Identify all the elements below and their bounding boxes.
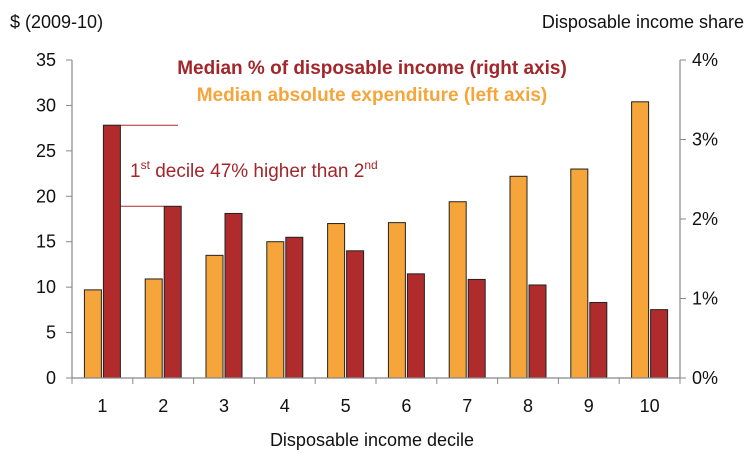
left-tick-label: 15	[36, 232, 56, 252]
left-tick-label: 35	[36, 50, 56, 70]
bar-percent-9	[589, 301, 608, 379]
bar-expenditure-4	[266, 241, 285, 379]
bar-expenditure-9	[570, 168, 589, 379]
right-axis-ticks: 0% 1% 2% 3% 4%	[680, 50, 718, 388]
legend-entry-percent: Median % of disposable income (right axi…	[177, 58, 567, 79]
bars	[83, 101, 669, 379]
bar-percent-6	[406, 273, 425, 379]
bar-percent-7	[467, 278, 486, 379]
right-axis-title: Disposable income share	[542, 12, 744, 32]
x-tick-label: 9	[584, 396, 594, 416]
legend-entry-expenditure: Median absolute expenditure (left axis)	[197, 85, 548, 106]
left-tick-label: 25	[36, 141, 56, 161]
right-tick-label: 3%	[692, 130, 718, 150]
bar-percent-3	[224, 212, 243, 379]
bar-percent-5	[346, 250, 365, 379]
bar-percent-2	[163, 205, 182, 379]
left-tick-label: 10	[36, 277, 56, 297]
x-tick-label: 7	[462, 396, 472, 416]
x-axis-ticks: 1 2 3 4 5 6 7 8 9 10	[71, 378, 681, 416]
bar-expenditure-5	[327, 223, 346, 379]
x-axis-title: Disposable income decile	[270, 430, 474, 450]
bar-expenditure-6	[387, 222, 406, 379]
bar-percent-8	[528, 284, 547, 379]
right-tick-label: 1%	[692, 289, 718, 309]
bar-expenditure-10	[631, 101, 650, 379]
right-tick-label: 0%	[692, 368, 718, 388]
x-tick-label: 1	[97, 396, 107, 416]
axes	[71, 60, 681, 379]
x-tick-label: 3	[219, 396, 229, 416]
x-tick-label: 4	[280, 396, 290, 416]
annotation-text: 1st decile 47% higher than 2nd	[130, 158, 378, 182]
bar-expenditure-8	[509, 175, 528, 379]
bar-expenditure-1	[83, 289, 102, 379]
bar-percent-1	[102, 124, 121, 379]
left-axis-title: $ (2009-10)	[10, 12, 103, 32]
left-tick-label: 20	[36, 186, 56, 206]
right-tick-label: 4%	[692, 50, 718, 70]
bar-percent-10	[650, 309, 669, 379]
x-tick-label: 2	[158, 396, 168, 416]
left-tick-label: 30	[36, 95, 56, 115]
right-tick-label: 2%	[692, 209, 718, 229]
bar-expenditure-7	[448, 201, 467, 379]
x-tick-label: 8	[523, 396, 533, 416]
bar-percent-4	[285, 236, 304, 379]
left-tick-label: 0	[46, 368, 56, 388]
bar-expenditure-3	[205, 254, 224, 379]
x-tick-label: 5	[341, 396, 351, 416]
left-tick-label: 5	[46, 323, 56, 343]
x-tick-label: 10	[640, 396, 660, 416]
left-axis-ticks: 0 5 10 15 20 25 30 35	[36, 50, 72, 388]
bar-expenditure-2	[144, 278, 163, 379]
x-tick-label: 6	[401, 396, 411, 416]
